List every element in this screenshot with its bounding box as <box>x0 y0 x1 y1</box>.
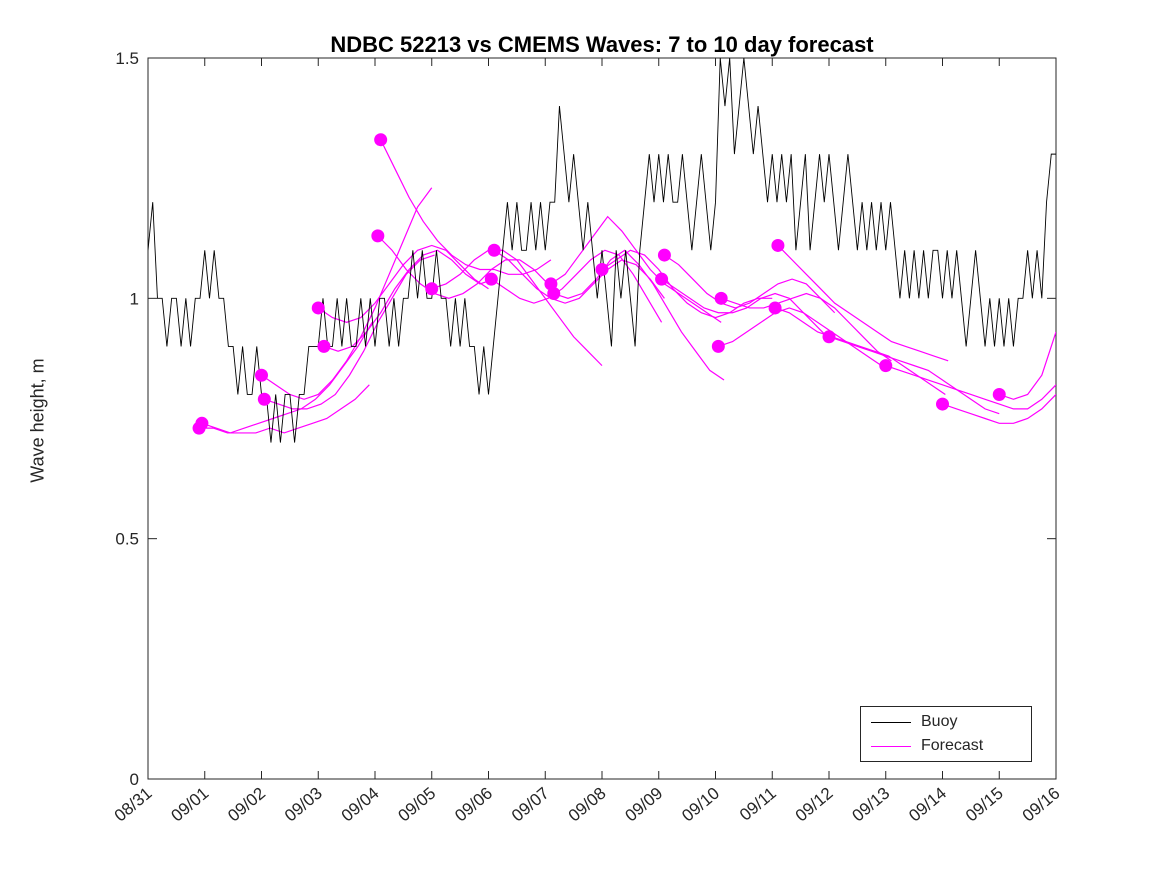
svg-text:09/10: 09/10 <box>678 784 723 826</box>
legend-label-forecast: Forecast <box>921 737 984 754</box>
svg-text:09/08: 09/08 <box>565 784 610 826</box>
svg-text:09/13: 09/13 <box>849 784 894 826</box>
svg-text:08/31: 08/31 <box>111 784 156 826</box>
svg-text:1: 1 <box>130 289 139 308</box>
svg-text:09/15: 09/15 <box>962 784 1007 826</box>
svg-text:0: 0 <box>130 770 139 789</box>
svg-text:09/16: 09/16 <box>1019 784 1064 826</box>
svg-text:09/09: 09/09 <box>622 784 667 826</box>
forecast-line-sample <box>871 745 911 747</box>
chart-title: NDBC 52213 vs CMEMS Waves: 7 to 10 day f… <box>330 32 874 57</box>
svg-text:09/07: 09/07 <box>508 784 553 826</box>
svg-text:09/01: 09/01 <box>168 784 213 826</box>
y-axis-label: Wave height, m <box>27 358 48 483</box>
svg-text:09/02: 09/02 <box>224 784 269 826</box>
svg-text:09/04: 09/04 <box>338 784 383 826</box>
legend-entry-buoy: Buoy <box>871 713 1021 731</box>
buoy-line-sample <box>871 721 911 723</box>
svg-text:09/03: 09/03 <box>281 784 326 826</box>
legend-label-buoy: Buoy <box>921 713 958 730</box>
svg-text:0.5: 0.5 <box>115 530 139 549</box>
legend: Buoy Forecast <box>860 706 1032 762</box>
svg-text:09/05: 09/05 <box>395 784 440 826</box>
legend-entry-forecast: Forecast <box>871 737 1021 755</box>
svg-text:09/06: 09/06 <box>451 784 496 826</box>
svg-text:09/12: 09/12 <box>792 784 837 826</box>
svg-text:09/14: 09/14 <box>905 784 950 826</box>
svg-text:09/11: 09/11 <box>736 784 780 825</box>
svg-text:1.5: 1.5 <box>115 49 139 68</box>
